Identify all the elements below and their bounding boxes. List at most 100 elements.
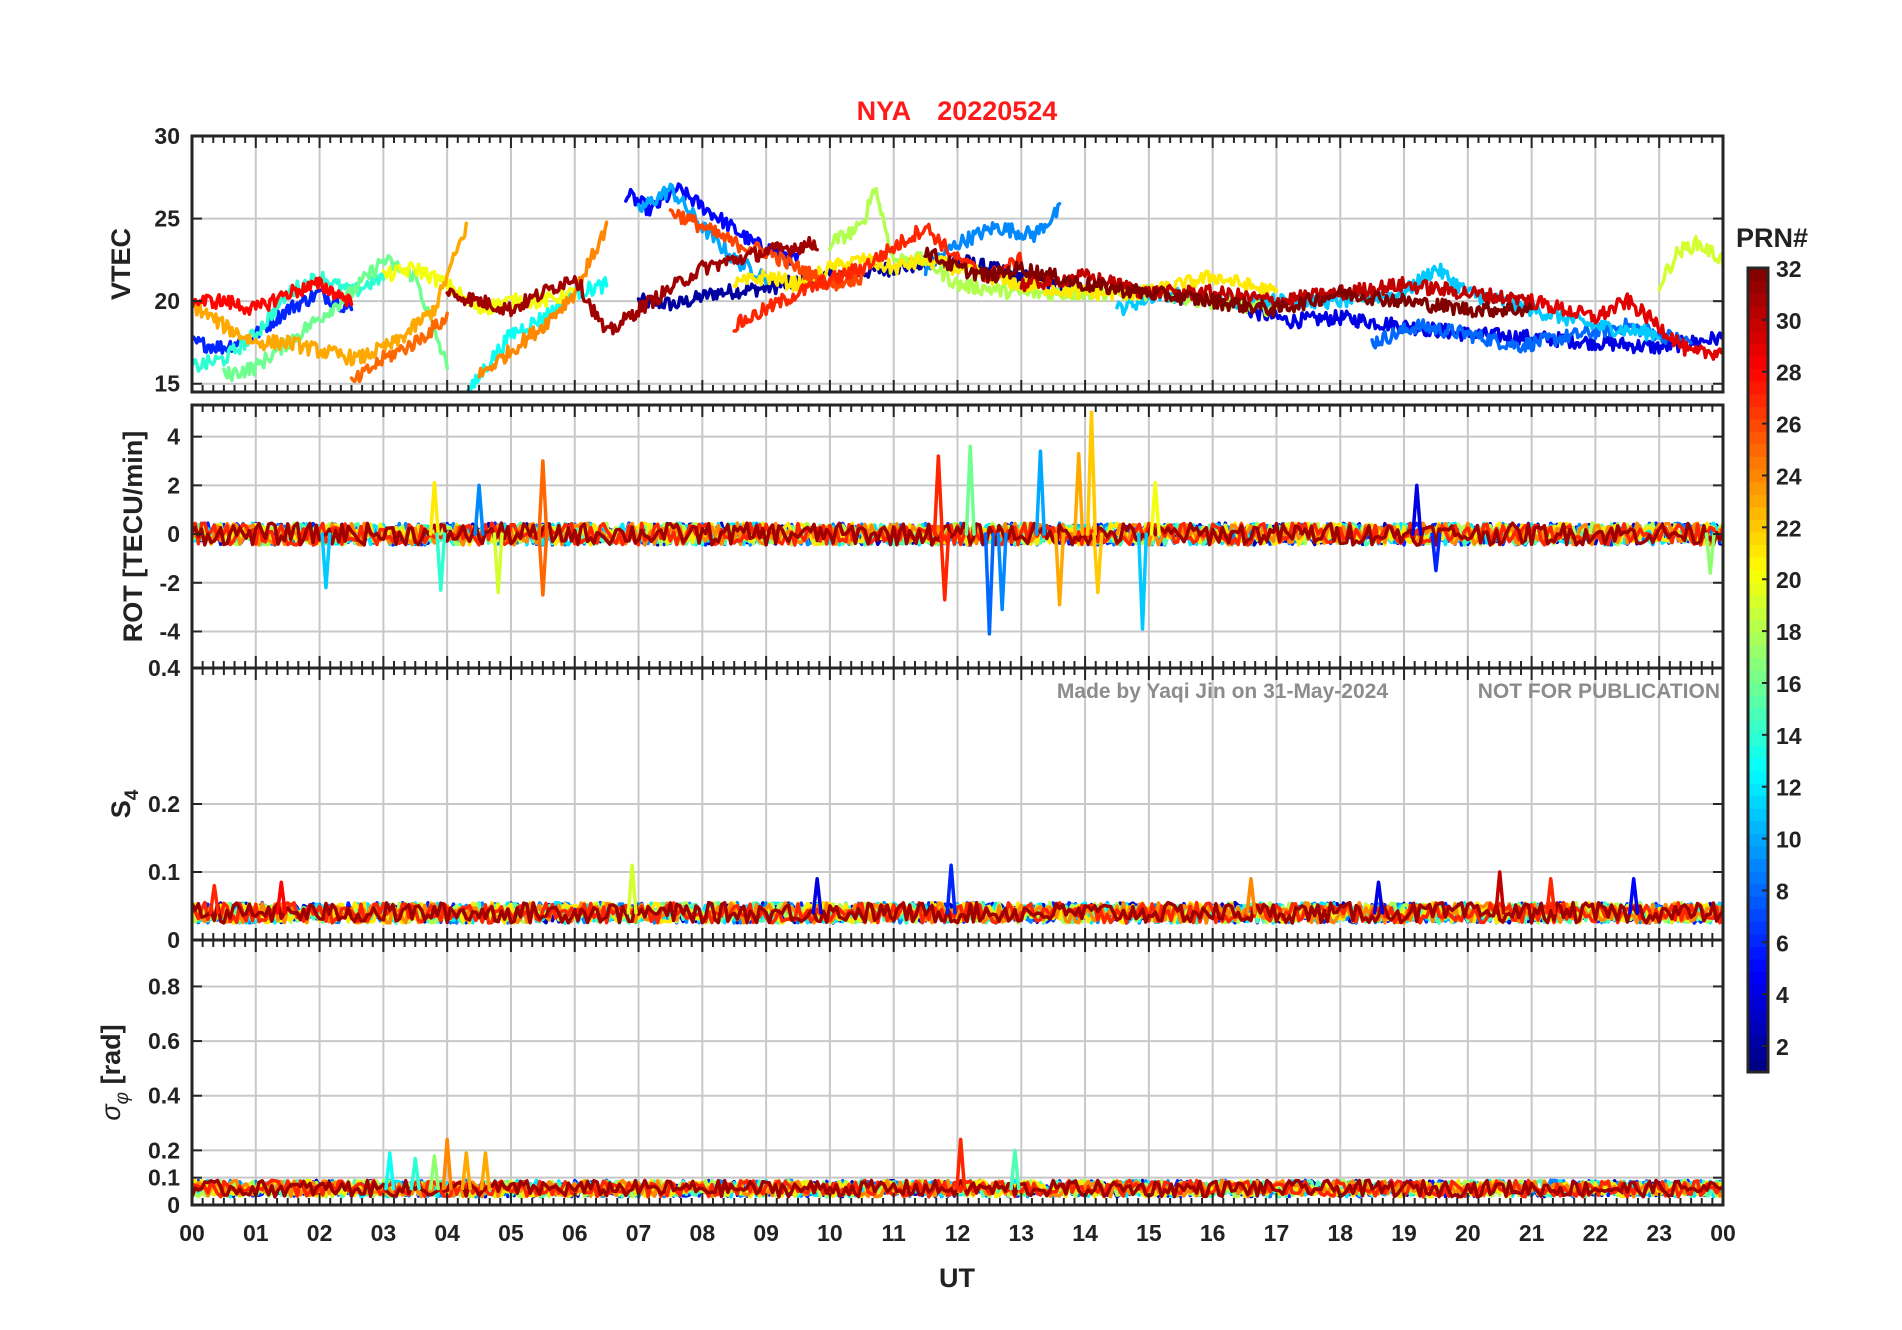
spike-prn-23	[479, 1151, 492, 1191]
panel-rot: 4 2 0 -2 -4 ROT [TECU/min]	[118, 403, 1725, 670]
x-tick-label: 04	[434, 1220, 460, 1246]
colorbar-tick-label: 14	[1776, 723, 1802, 749]
colorbar-swatch	[1748, 556, 1768, 571]
colorbar-swatch	[1748, 268, 1768, 282]
colorbar-swatch	[1748, 318, 1768, 332]
spike-prn-21	[428, 481, 440, 536]
y-tick-label: 15	[154, 371, 180, 397]
spike-prn-14	[435, 532, 447, 592]
spike-prn-27	[932, 454, 944, 536]
colorbar-swatch	[1748, 820, 1768, 834]
y-tick-label: 4	[167, 424, 180, 450]
y-tick-label: 0.8	[148, 973, 180, 999]
spike-prn-24	[1245, 877, 1257, 915]
colorbar-tick-label: 6	[1776, 930, 1789, 956]
spike-prn-6	[1430, 532, 1442, 573]
x-tick-label: 11	[882, 1220, 907, 1246]
colorbar-swatch	[1748, 481, 1768, 495]
colorbar-tick-label: 16	[1776, 671, 1802, 697]
series-prn-31	[445, 235, 819, 336]
x-tick-label: 15	[1136, 1220, 1162, 1246]
colorbar-frame	[1746, 266, 1770, 1074]
colorbar-tick-label: 2	[1776, 1034, 1789, 1060]
spike-prn-25	[537, 532, 549, 597]
y-tick-label: 2	[167, 472, 180, 498]
colorbar-swatch	[1748, 732, 1768, 746]
y-tick-label: 30	[154, 123, 180, 149]
spike-prn-27	[208, 883, 220, 915]
colorbar-swatch	[1748, 330, 1768, 344]
spike-prn-17	[428, 1154, 440, 1191]
spike-prn-27	[1545, 877, 1557, 915]
panel-vtec: 30 25 20 15 VTEC	[106, 123, 1725, 397]
colorbar-swatch	[1748, 456, 1768, 470]
x-tick-label: 12	[945, 1220, 971, 1246]
y-tick-label: 25	[154, 206, 180, 232]
colorbar-swatch	[1748, 871, 1768, 885]
spike-prn-4	[1411, 483, 1423, 536]
colorbar-swatch	[1748, 381, 1768, 395]
colorbar-swatch	[1748, 1021, 1768, 1035]
spike-prn-23	[1073, 451, 1085, 536]
colorbar-tick-label: 22	[1776, 515, 1802, 541]
colorbar-swatch	[1748, 544, 1768, 558]
colorbar-swatch	[1748, 770, 1768, 784]
series-prn-24	[477, 220, 609, 379]
colorbar-tick-label: 20	[1776, 567, 1802, 593]
y-tick-label: 0	[167, 521, 180, 547]
y-tick-label: 0.2	[148, 791, 180, 817]
series-prn-8	[1370, 317, 1693, 354]
colorbar-swatch	[1748, 280, 1768, 294]
colorbar-swatch	[1748, 469, 1768, 483]
spike-prn-11	[1136, 532, 1149, 631]
panel-s4: 0.4 0.2 0.1 0 S4	[106, 655, 1725, 953]
colorbar-swatch	[1748, 720, 1768, 734]
spike-prn-9	[473, 483, 485, 536]
x-tick-label: 14	[1072, 1220, 1098, 1246]
y-tick-label: 0.1	[148, 859, 180, 885]
spike-prn-19	[492, 532, 504, 595]
colorbar-tick-label: 26	[1776, 412, 1802, 438]
colorbar-label: PRN#	[1736, 223, 1808, 253]
colorbar-swatch	[1748, 757, 1768, 772]
spike-prn-10	[1034, 449, 1047, 536]
y-axis-label: VTEC	[106, 228, 136, 300]
y-tick-label: -2	[160, 570, 180, 596]
watermark-author: Made by Yaqi Jin on 31-May-2024	[1057, 680, 1388, 703]
colorbar-swatch	[1748, 632, 1768, 646]
series-prn-16	[222, 254, 449, 383]
spike-prn-14	[409, 1156, 421, 1191]
x-tick-label: 07	[626, 1220, 652, 1246]
colorbar-tick-label: 12	[1776, 775, 1802, 801]
colorbar-swatch	[1748, 682, 1768, 696]
title-date: 20220524	[937, 96, 1057, 126]
colorbar-swatch	[1748, 1009, 1768, 1023]
x-tick-label: 01	[243, 1220, 269, 1246]
colorbar-tick-label: 32	[1776, 256, 1802, 282]
colorbar-swatch	[1748, 1034, 1768, 1048]
x-tick-label: 17	[1264, 1220, 1290, 1246]
colorbar-tick-label: 10	[1776, 827, 1802, 853]
colorbar-swatch	[1748, 946, 1768, 960]
series-group	[192, 182, 1723, 392]
colorbar-swatch	[1748, 607, 1768, 621]
colorbar-swatch	[1748, 908, 1768, 922]
spike-prn-11	[320, 532, 332, 590]
y-tick-label: 0.4	[148, 655, 180, 681]
colorbar-tick-label: 28	[1776, 360, 1802, 386]
colorbar-swatch	[1748, 971, 1768, 985]
series-prn-19	[1657, 235, 1723, 292]
title-station: NYA	[857, 96, 912, 126]
colorbar-swatch	[1748, 644, 1768, 659]
series-prn-29	[1529, 292, 1723, 361]
colorbar-swatch	[1748, 808, 1768, 822]
colorbar-swatch	[1748, 883, 1768, 897]
y-tick-label: -4	[160, 618, 181, 644]
spike-prn-24	[441, 1137, 453, 1191]
x-tick-label: 18	[1327, 1220, 1353, 1246]
spike-prn-23	[460, 1151, 472, 1191]
spike-prn-4	[811, 877, 823, 915]
x-tick-label: 23	[1646, 1220, 1672, 1246]
x-tick-label: 05	[498, 1220, 524, 1246]
